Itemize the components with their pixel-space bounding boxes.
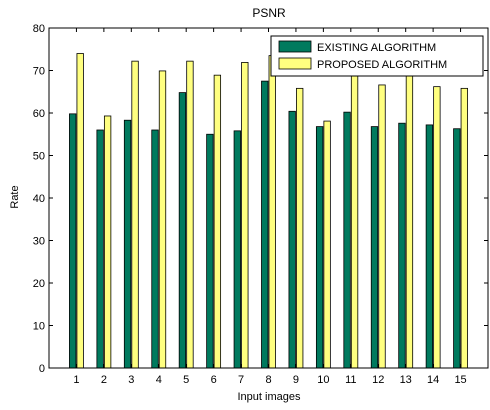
x-tick-label: 10 — [317, 374, 329, 386]
x-tick-label: 9 — [293, 374, 299, 386]
bar-series2-12 — [378, 84, 386, 369]
x-tick-label: 14 — [427, 374, 439, 386]
bar-series1-6 — [206, 133, 214, 369]
bar-series1-14 — [425, 124, 434, 369]
legend-label-1: EXISTING ALGORITHM — [317, 42, 436, 54]
y-tick-label: 80 — [33, 23, 45, 35]
bar-series1-12 — [370, 126, 379, 369]
bar-series2-7 — [241, 62, 249, 369]
x-axis-label: Input images — [238, 391, 301, 403]
x-tick-label: 5 — [183, 374, 189, 386]
bar-series1-10 — [315, 126, 324, 369]
bar-series2-8 — [268, 55, 276, 369]
legend-swatch-2 — [278, 57, 312, 70]
x-tick-label: 1 — [73, 374, 79, 386]
plot-area — [49, 28, 488, 368]
bar-series1-9 — [288, 110, 296, 369]
x-tick-label: 3 — [128, 374, 134, 386]
plot-frame — [48, 27, 489, 369]
bar-series2-2 — [103, 115, 112, 369]
bar-series2-13 — [405, 59, 414, 369]
x-tick-label: 4 — [156, 374, 162, 386]
x-tick-label: 8 — [265, 374, 271, 386]
chart-title: PSNR — [252, 6, 286, 20]
bars-group — [69, 53, 468, 369]
y-axis-label: Rate — [9, 185, 21, 208]
x-tick-label: 2 — [101, 374, 107, 386]
y-tick-label: 40 — [33, 193, 45, 205]
bar-series1-7 — [233, 130, 241, 369]
y-tick-label: 60 — [33, 108, 45, 120]
legend-swatch-1 — [278, 40, 312, 53]
bar-series2-6 — [213, 74, 222, 369]
x-tick-label: 11 — [345, 374, 356, 386]
bar-series1-8 — [261, 80, 269, 369]
y-tick-label: 30 — [33, 236, 45, 248]
bar-series2-10 — [323, 120, 331, 369]
y-tick-label: 20 — [33, 278, 45, 290]
x-tick-label: 12 — [372, 374, 384, 386]
y-tick-label: 0 — [39, 363, 45, 375]
bar-series2-14 — [433, 86, 441, 369]
y-tick-label: 70 — [33, 66, 45, 78]
x-tick-label: 15 — [454, 374, 466, 386]
bar-series2-11 — [350, 57, 359, 369]
bar-series2-1 — [76, 53, 84, 369]
bar-series2-3 — [131, 60, 139, 369]
x-tick-label: 6 — [211, 374, 217, 386]
bar-series1-2 — [96, 129, 104, 369]
y-tick-label: 50 — [33, 151, 45, 163]
bar-series1-15 — [453, 128, 461, 369]
x-tick-label: 7 — [238, 374, 244, 386]
bar-series2-15 — [460, 87, 468, 369]
y-tick-label: 10 — [33, 321, 45, 333]
bar-series1-3 — [123, 119, 132, 369]
bar-series1-13 — [398, 122, 406, 369]
bar-series2-4 — [158, 70, 167, 369]
legend-label-2: PROPOSED ALGORITHM — [317, 59, 447, 71]
bar-series1-5 — [178, 92, 187, 369]
legend: EXISTING ALGORITHM PROPOSED ALGORITHM — [270, 35, 484, 77]
bar-series2-5 — [186, 60, 194, 369]
x-tick-label: 13 — [400, 374, 412, 386]
bar-series1-4 — [151, 129, 159, 369]
bar-series1-1 — [69, 113, 77, 369]
bar-series2-9 — [296, 87, 304, 369]
bar-series1-11 — [343, 111, 351, 369]
